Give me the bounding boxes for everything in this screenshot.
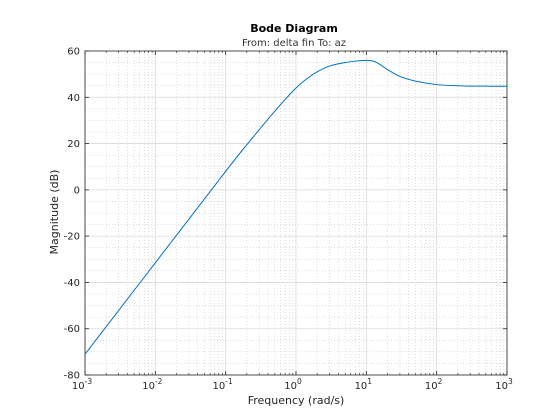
x-tick-label: 10-3 (72, 377, 92, 392)
x-tick-label: 102 (425, 377, 443, 392)
x-tick-label: 101 (355, 377, 373, 392)
y-tick-label: -60 (64, 324, 80, 335)
y-tick-labels: -80 -60 -40 -20 0 20 40 60 (64, 47, 80, 382)
x-axis-label: Frequency (rad/s) (248, 394, 345, 407)
y-tick-label: 60 (67, 47, 80, 58)
x-tick-label: 10-2 (142, 377, 162, 392)
y-axis-label: Magnitude (dB) (48, 170, 61, 255)
y-tick-label: -20 (64, 232, 80, 243)
x-tick-labels: 10-3 10-2 10-1 100 101 102 103 (72, 377, 513, 392)
chart-subtitle: From: delta fin To: az (242, 38, 346, 49)
y-tick-label: -80 (64, 371, 80, 382)
tick-marks (84, 50, 508, 376)
chart-title: Bode Diagram (250, 22, 338, 35)
x-tick-label: 103 (495, 377, 513, 392)
y-tick-label: -40 (64, 278, 80, 289)
y-tick-label: 20 (67, 139, 80, 150)
y-tick-label: 0 (74, 185, 80, 196)
x-tick-label: 100 (284, 377, 302, 392)
magnitude-line (84, 59, 508, 355)
x-tick-label: 10-1 (213, 377, 233, 392)
y-tick-label: 40 (67, 93, 80, 104)
